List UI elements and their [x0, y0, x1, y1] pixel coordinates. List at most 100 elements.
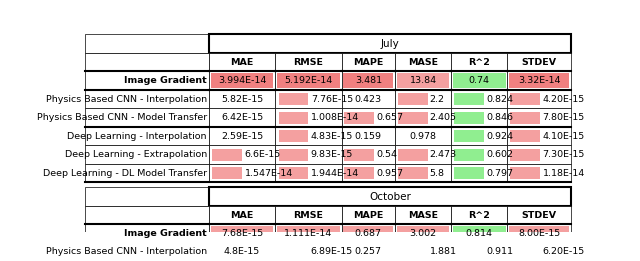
- Bar: [278, 167, 308, 179]
- Bar: [209, 71, 275, 90]
- Bar: [277, 226, 340, 241]
- Text: 6.42E-15: 6.42E-15: [221, 113, 263, 122]
- Bar: [451, 224, 508, 243]
- Bar: [342, 145, 395, 164]
- Bar: [275, 71, 342, 90]
- Bar: [454, 167, 484, 179]
- Bar: [275, 127, 342, 145]
- Text: 3.32E-14: 3.32E-14: [518, 76, 561, 85]
- Bar: [209, 34, 571, 53]
- Text: MAE: MAE: [230, 58, 253, 67]
- Bar: [508, 90, 571, 108]
- Text: Physics Based CNN - Model Transfer: Physics Based CNN - Model Transfer: [36, 113, 207, 122]
- Bar: [344, 111, 374, 123]
- Text: 3.002: 3.002: [410, 229, 436, 238]
- Bar: [209, 206, 275, 224]
- Bar: [342, 108, 395, 127]
- Bar: [398, 93, 428, 105]
- Text: 4.83E-15: 4.83E-15: [311, 132, 353, 140]
- Bar: [398, 111, 428, 123]
- Text: MAE: MAE: [230, 211, 253, 220]
- Text: RMSE: RMSE: [293, 211, 323, 220]
- Text: 0.423: 0.423: [355, 94, 382, 104]
- Text: 7.68E-15: 7.68E-15: [221, 229, 263, 238]
- Text: 9.83E-15: 9.83E-15: [311, 150, 353, 159]
- Bar: [454, 111, 484, 123]
- Bar: [397, 226, 449, 241]
- Text: R^2: R^2: [468, 211, 490, 220]
- Text: 1.547E-14: 1.547E-14: [244, 169, 292, 177]
- Bar: [508, 108, 571, 127]
- Text: Image Gradient: Image Gradient: [124, 229, 207, 238]
- Text: 6.20E-15: 6.20E-15: [543, 247, 585, 257]
- Bar: [275, 53, 342, 71]
- Bar: [278, 111, 308, 123]
- Text: 0.978: 0.978: [410, 132, 436, 140]
- Text: 6.6E-15: 6.6E-15: [244, 150, 281, 159]
- Bar: [343, 226, 394, 241]
- Bar: [85, 90, 209, 108]
- Text: STDEV: STDEV: [522, 211, 557, 220]
- Text: 0.159: 0.159: [355, 132, 382, 140]
- Bar: [395, 108, 451, 127]
- Bar: [395, 53, 451, 71]
- Bar: [451, 145, 508, 164]
- Bar: [275, 243, 342, 261]
- Bar: [454, 130, 484, 142]
- Bar: [342, 90, 395, 108]
- Bar: [275, 145, 342, 164]
- Text: 3.994E-14: 3.994E-14: [218, 76, 266, 85]
- Bar: [275, 164, 342, 182]
- Bar: [451, 53, 508, 71]
- Bar: [85, 53, 209, 71]
- Text: 0.687: 0.687: [355, 229, 382, 238]
- Bar: [212, 149, 242, 161]
- Text: 1.881: 1.881: [430, 247, 457, 257]
- Bar: [451, 90, 508, 108]
- Bar: [278, 93, 308, 105]
- Bar: [209, 145, 275, 164]
- Bar: [85, 243, 209, 261]
- Bar: [85, 187, 209, 206]
- Bar: [209, 164, 275, 182]
- Bar: [342, 71, 395, 90]
- Bar: [342, 164, 395, 182]
- Bar: [395, 127, 451, 145]
- Bar: [278, 246, 308, 258]
- Bar: [511, 167, 540, 179]
- Bar: [453, 73, 506, 88]
- Bar: [454, 149, 484, 161]
- Bar: [211, 73, 273, 88]
- Bar: [508, 243, 571, 261]
- Bar: [85, 206, 209, 224]
- Bar: [451, 164, 508, 182]
- Bar: [451, 108, 508, 127]
- Text: 0.846: 0.846: [486, 113, 513, 122]
- Bar: [277, 73, 340, 88]
- Text: 1.008E-14: 1.008E-14: [311, 113, 359, 122]
- Bar: [209, 108, 275, 127]
- Text: Deep Learning - DL Model Transfer: Deep Learning - DL Model Transfer: [43, 169, 207, 177]
- Text: Image Gradient: Image Gradient: [124, 76, 207, 85]
- Bar: [509, 73, 569, 88]
- Bar: [451, 71, 508, 90]
- Bar: [508, 206, 571, 224]
- Text: 0.257: 0.257: [355, 247, 382, 257]
- Bar: [395, 243, 451, 261]
- Bar: [398, 246, 428, 258]
- Bar: [278, 130, 308, 142]
- Text: 2.59E-15: 2.59E-15: [221, 132, 263, 140]
- Text: 5.192E-14: 5.192E-14: [284, 76, 333, 85]
- Bar: [451, 243, 508, 261]
- Bar: [395, 145, 451, 164]
- Bar: [508, 224, 571, 243]
- Text: 4.8E-15: 4.8E-15: [224, 247, 260, 257]
- Bar: [342, 224, 395, 243]
- Text: 2.2: 2.2: [430, 94, 445, 104]
- Text: MAPE: MAPE: [353, 58, 383, 67]
- Text: Physics Based CNN - Interpolation: Physics Based CNN - Interpolation: [46, 94, 207, 104]
- Text: 7.30E-15: 7.30E-15: [543, 150, 585, 159]
- Text: 7.76E-15: 7.76E-15: [311, 94, 353, 104]
- Bar: [451, 127, 508, 145]
- Text: 0.824: 0.824: [486, 94, 513, 104]
